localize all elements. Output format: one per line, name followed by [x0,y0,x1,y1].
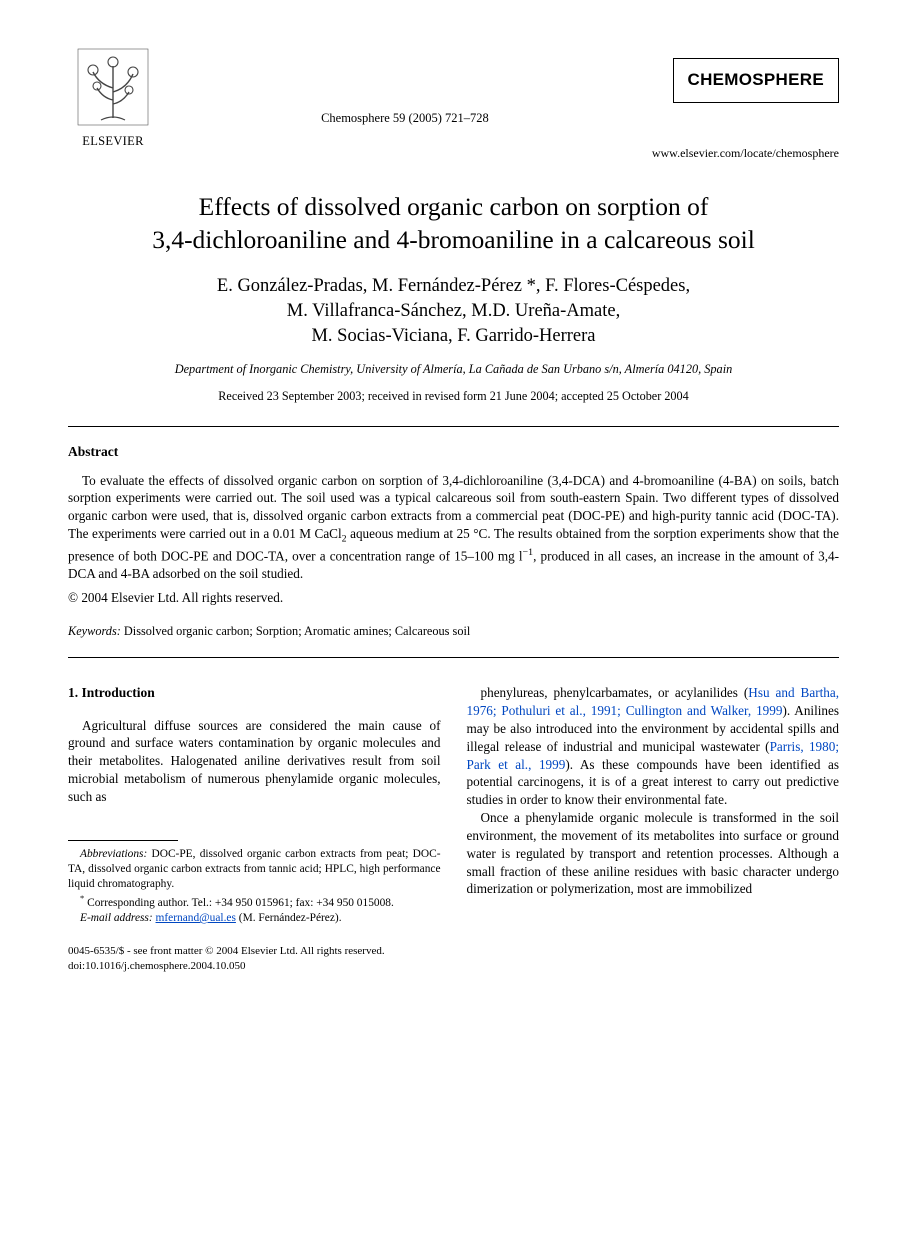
abstract-copyright: © 2004 Elsevier Ltd. All rights reserved… [68,589,839,607]
abstract-heading: Abstract [68,443,839,461]
journal-locate-url: www.elsevier.com/locate/chemosphere [652,145,839,161]
footnote-rule [68,840,178,841]
article-title: Effects of dissolved organic carbon on s… [78,191,829,256]
asterisk-icon: * [80,893,84,903]
abbrev-label: Abbreviations: [80,848,147,860]
front-matter-line: 0045-6535/$ - see front matter © 2004 El… [68,944,839,959]
page-header: ELSEVIER Chemosphere 59 (2005) 721–728 C… [68,48,839,161]
corresponding-author-footnote: * Corresponding author. Tel.: +34 950 01… [68,893,441,911]
left-column: 1. Introduction Agricultural diffuse sou… [68,684,441,926]
email-label: E-mail address: [80,912,153,924]
elsevier-tree-icon [77,48,149,126]
article-dates: Received 23 September 2003; received in … [68,388,839,404]
authors-line-2: M. Villafranca-Sánchez, M.D. Ureña-Amate… [287,301,620,321]
email-link[interactable]: mfernand@ual.es [156,912,236,924]
title-line-1: Effects of dissolved organic carbon on s… [199,192,709,221]
journal-logo-block: CHEMOSPHERE www.elsevier.com/locate/chem… [652,48,839,161]
title-line-2: 3,4-dichloroaniline and 4-bromoaniline i… [152,225,755,254]
keywords-line: Keywords: Dissolved organic carbon; Sorp… [68,623,839,640]
authors-block: E. González-Pradas, M. Fernández-Pérez *… [68,274,839,349]
rule-above-abstract [68,426,839,427]
authors-line-1: E. González-Pradas, M. Fernández-Pérez *… [217,276,690,296]
right-column: phenylureas, phenylcarbamates, or acylan… [467,684,840,926]
affiliation: Department of Inorganic Chemistry, Unive… [68,361,839,378]
intro-left-paragraph: Agricultural diffuse sources are conside… [68,717,441,806]
introduction-heading: 1. Introduction [68,684,441,702]
journal-reference: Chemosphere 59 (2005) 721–728 [158,48,652,127]
front-matter-footer: 0045-6535/$ - see front matter © 2004 El… [68,944,839,974]
abbreviations-footnote: Abbreviations: DOC-PE, dissolved organic… [68,847,441,893]
email-footnote: E-mail address: mfernand@ual.es (M. Fern… [68,911,441,926]
keywords-label: Keywords: [68,624,121,638]
abstract-paragraph: To evaluate the effects of dissolved org… [68,472,839,583]
body-columns: 1. Introduction Agricultural diffuse sou… [68,684,839,926]
publisher-logo-block: ELSEVIER [68,48,158,150]
superscript-minus1: −1 [523,547,534,558]
keywords-text: Dissolved organic carbon; Sorption; Arom… [121,624,470,638]
authors-line-3: M. Socias-Viciana, F. Garrido-Herrera [311,326,595,346]
doi-line: doi:10.1016/j.chemosphere.2004.10.050 [68,959,839,974]
abstract-body: To evaluate the effects of dissolved org… [68,472,839,583]
publisher-name: ELSEVIER [68,133,158,150]
journal-logo-box: CHEMOSPHERE [673,58,840,103]
intro-right-paragraph-1: phenylureas, phenylcarbamates, or acylan… [467,684,840,809]
intro-right-paragraph-2: Once a phenylamide organic molecule is t… [467,809,840,898]
rule-below-keywords [68,657,839,658]
footnotes-block: Abbreviations: DOC-PE, dissolved organic… [68,847,441,927]
journal-logo-text: CHEMOSPHERE [688,70,825,89]
